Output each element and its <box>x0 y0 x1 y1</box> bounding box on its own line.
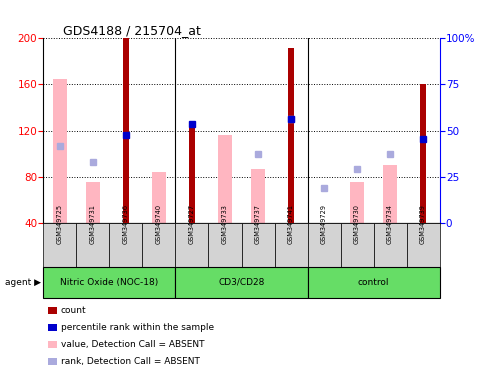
Bar <box>420 84 426 223</box>
Text: agent ▶: agent ▶ <box>5 278 41 287</box>
Bar <box>350 182 365 223</box>
Text: GSM349733: GSM349733 <box>222 204 228 244</box>
Text: GSM349740: GSM349740 <box>156 204 162 244</box>
Bar <box>251 169 266 223</box>
Text: GSM349737: GSM349737 <box>255 204 261 244</box>
Text: GDS4188 / 215704_at: GDS4188 / 215704_at <box>63 24 201 37</box>
Text: percentile rank within the sample: percentile rank within the sample <box>61 323 214 332</box>
Text: GSM349730: GSM349730 <box>354 204 360 244</box>
Text: rank, Detection Call = ABSENT: rank, Detection Call = ABSENT <box>61 358 200 366</box>
Text: GSM349731: GSM349731 <box>90 204 96 244</box>
Text: GSM349725: GSM349725 <box>57 204 63 244</box>
Bar <box>85 182 100 223</box>
Text: GSM349741: GSM349741 <box>288 204 294 244</box>
Bar <box>189 125 195 223</box>
Text: GSM349729: GSM349729 <box>321 204 327 244</box>
Bar <box>288 48 294 223</box>
Text: GSM349736: GSM349736 <box>123 204 129 244</box>
Bar <box>123 38 129 223</box>
Text: GSM349727: GSM349727 <box>189 204 195 244</box>
Text: GSM349739: GSM349739 <box>420 204 426 244</box>
Text: CD3/CD28: CD3/CD28 <box>218 278 265 287</box>
Text: Nitric Oxide (NOC-18): Nitric Oxide (NOC-18) <box>60 278 158 287</box>
Text: GSM349734: GSM349734 <box>387 204 393 244</box>
Bar <box>53 79 68 223</box>
Text: value, Detection Call = ABSENT: value, Detection Call = ABSENT <box>61 340 204 349</box>
Text: control: control <box>358 278 389 287</box>
Bar <box>217 135 232 223</box>
Bar <box>152 172 167 223</box>
Text: count: count <box>61 306 86 314</box>
Bar <box>383 165 398 223</box>
